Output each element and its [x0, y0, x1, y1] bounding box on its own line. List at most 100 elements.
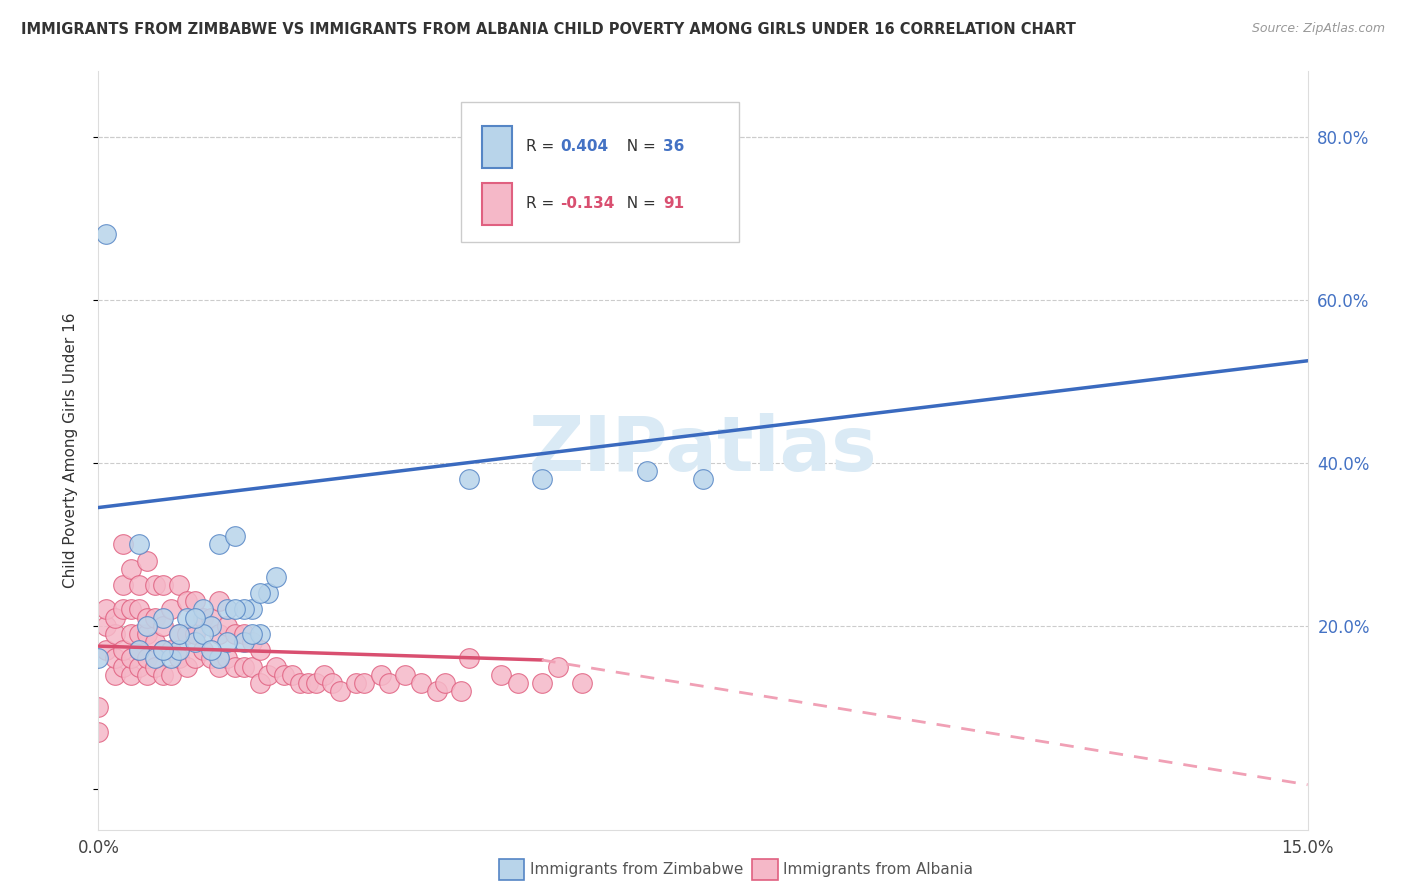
Text: Immigrants from Albania: Immigrants from Albania — [783, 863, 973, 877]
Point — [152, 578, 174, 592]
Point — [87, 700, 110, 714]
Point — [232, 659, 254, 673]
Text: Immigrants from Zimbabwe: Immigrants from Zimbabwe — [530, 863, 744, 877]
Point — [224, 602, 246, 616]
Point — [240, 627, 263, 641]
Text: R =: R = — [526, 139, 560, 154]
Point — [184, 594, 207, 608]
Point — [200, 651, 222, 665]
Text: 91: 91 — [664, 196, 685, 211]
Point — [232, 635, 254, 649]
Point — [458, 651, 481, 665]
Point — [232, 602, 254, 616]
Text: 36: 36 — [664, 139, 685, 154]
Point — [208, 659, 231, 673]
Point — [281, 667, 304, 681]
Point — [103, 667, 125, 681]
Point — [160, 643, 183, 657]
Point — [249, 643, 271, 657]
Point — [120, 562, 142, 576]
Point — [491, 667, 513, 681]
Point — [240, 659, 263, 673]
Point — [96, 602, 118, 616]
Point — [128, 537, 150, 551]
Point — [128, 643, 150, 657]
Point — [530, 472, 553, 486]
Point — [297, 675, 319, 690]
Point — [143, 659, 166, 673]
Point — [240, 635, 263, 649]
Point — [167, 627, 190, 641]
Point — [224, 627, 246, 641]
Point — [193, 643, 215, 657]
Point — [184, 651, 207, 665]
Point — [256, 586, 278, 600]
Point — [450, 684, 472, 698]
Text: -0.134: -0.134 — [561, 196, 614, 211]
Point — [208, 627, 231, 641]
Point — [184, 627, 207, 641]
Point — [305, 675, 328, 690]
Point — [249, 627, 271, 641]
Point — [152, 643, 174, 657]
Point — [264, 570, 287, 584]
Point — [370, 667, 392, 681]
Point — [167, 643, 190, 657]
Point — [249, 675, 271, 690]
Point — [176, 627, 198, 641]
Point — [506, 675, 529, 690]
Point — [143, 578, 166, 592]
Point — [103, 610, 125, 624]
Point — [120, 651, 142, 665]
Point — [111, 659, 134, 673]
Point — [217, 619, 239, 633]
Point — [184, 610, 207, 624]
Point — [135, 619, 157, 633]
Point — [692, 472, 714, 486]
Point — [208, 537, 231, 551]
Text: IMMIGRANTS FROM ZIMBABWE VS IMMIGRANTS FROM ALBANIA CHILD POVERTY AMONG GIRLS UN: IMMIGRANTS FROM ZIMBABWE VS IMMIGRANTS F… — [21, 22, 1076, 37]
Point — [111, 643, 134, 657]
Point — [409, 675, 432, 690]
Point — [636, 464, 658, 478]
Point — [135, 610, 157, 624]
Point — [353, 675, 375, 690]
Point — [530, 675, 553, 690]
Point — [208, 594, 231, 608]
Point — [264, 659, 287, 673]
Point — [128, 602, 150, 616]
Point — [120, 602, 142, 616]
Point — [394, 667, 416, 681]
Point — [217, 602, 239, 616]
Point — [143, 651, 166, 665]
Point — [288, 675, 311, 690]
Point — [143, 610, 166, 624]
Text: 0.404: 0.404 — [561, 139, 609, 154]
Point — [111, 537, 134, 551]
Point — [208, 651, 231, 665]
Y-axis label: Child Poverty Among Girls Under 16: Child Poverty Among Girls Under 16 — [63, 313, 77, 588]
Point — [103, 651, 125, 665]
Point — [128, 643, 150, 657]
Point — [184, 635, 207, 649]
Point — [193, 602, 215, 616]
Point — [96, 227, 118, 242]
Text: N =: N = — [617, 196, 661, 211]
Point — [135, 553, 157, 567]
Point — [232, 627, 254, 641]
Point — [160, 651, 183, 665]
Point — [160, 667, 183, 681]
Point — [96, 619, 118, 633]
Point — [152, 643, 174, 657]
Point — [193, 627, 215, 641]
Point — [200, 643, 222, 657]
Point — [176, 594, 198, 608]
Point — [434, 675, 457, 690]
Point — [87, 651, 110, 665]
Point — [103, 627, 125, 641]
Point — [120, 667, 142, 681]
Point — [200, 610, 222, 624]
Point — [321, 675, 343, 690]
Point — [160, 602, 183, 616]
FancyBboxPatch shape — [482, 183, 512, 225]
